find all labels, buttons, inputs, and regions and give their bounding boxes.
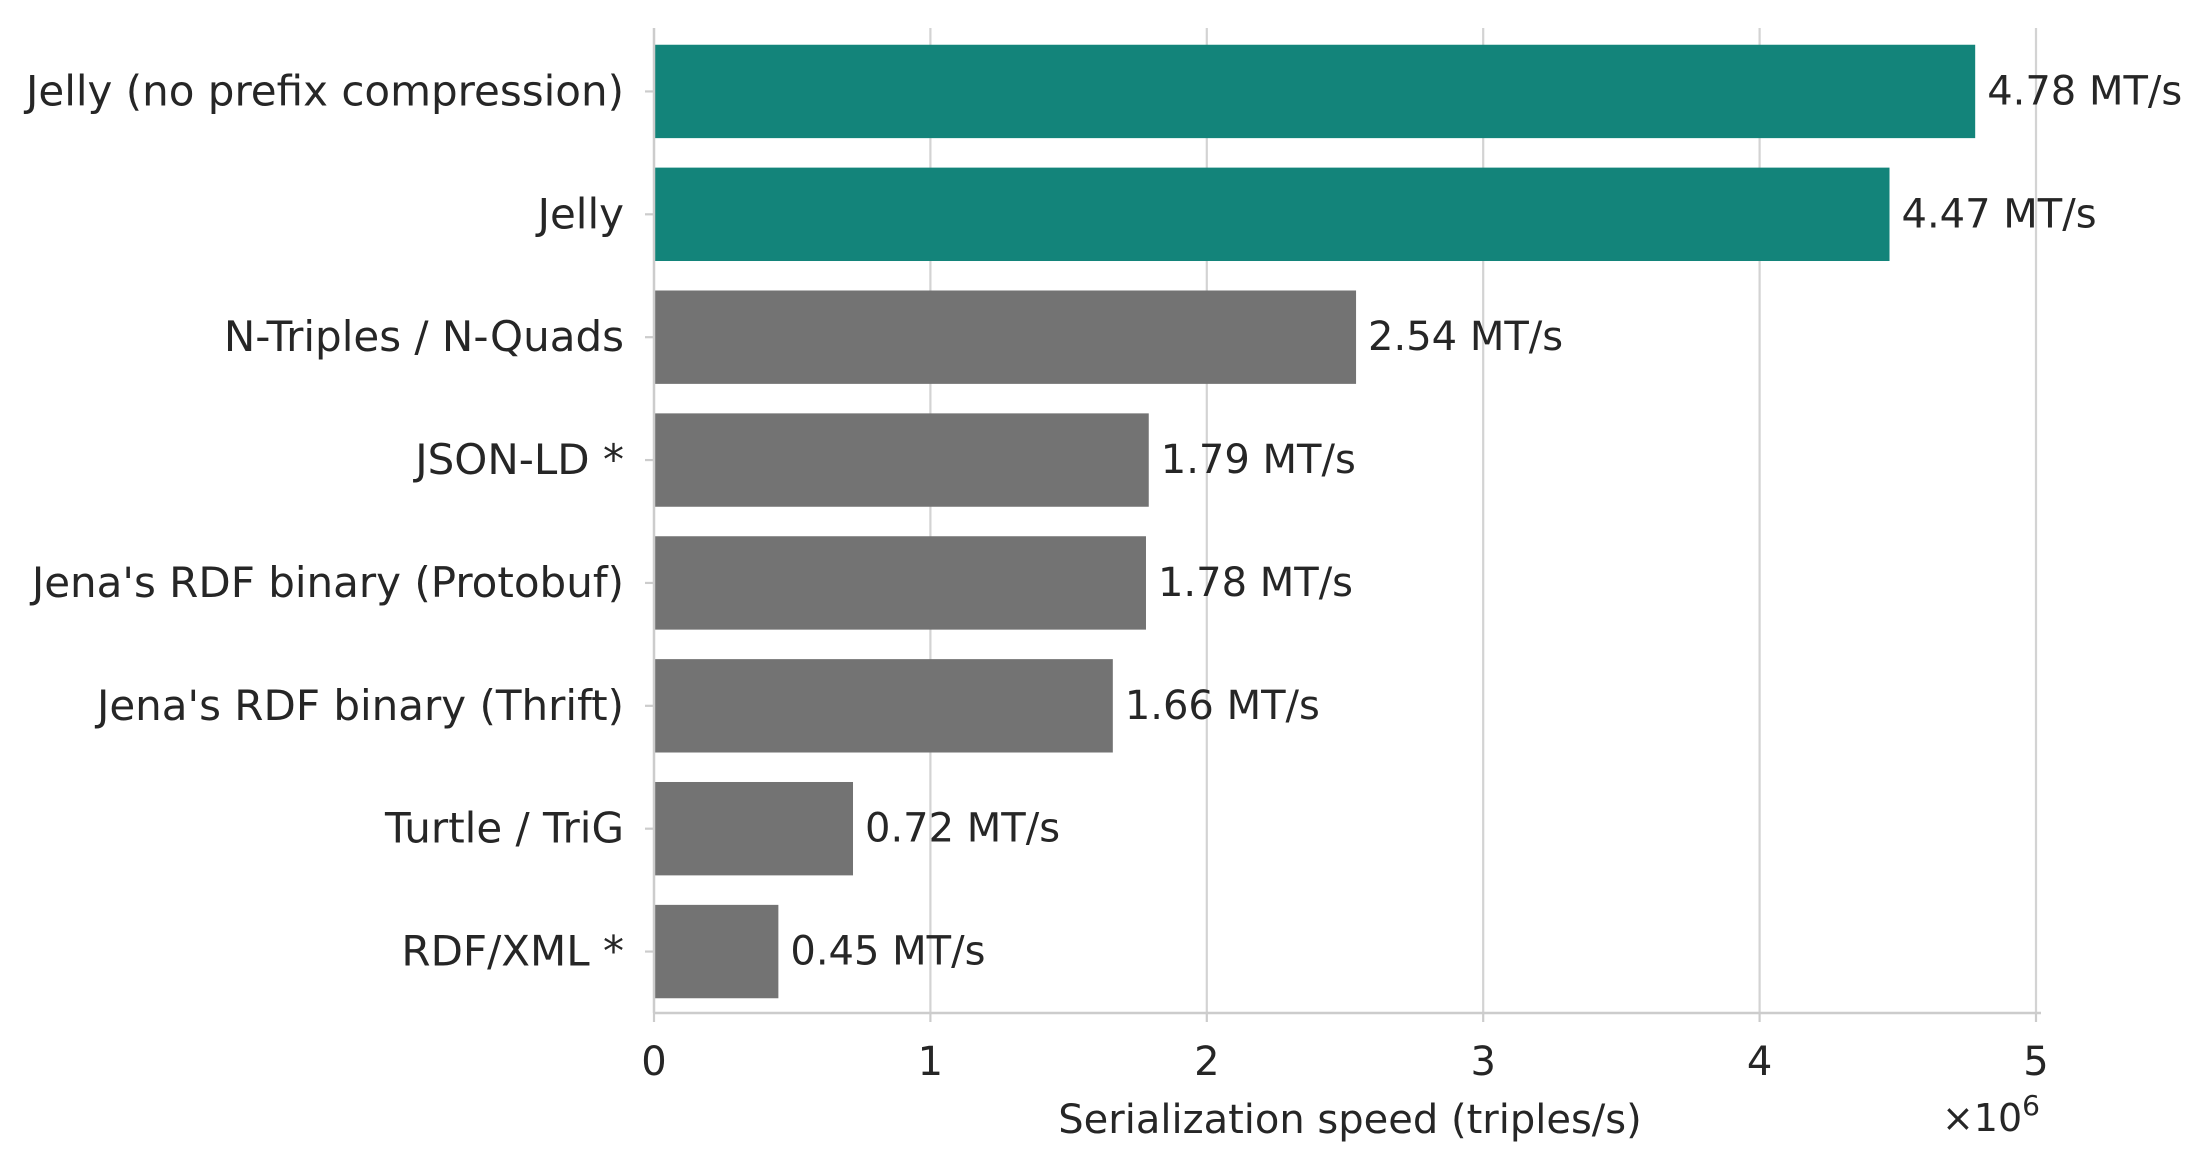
data-label: 0.72 MT/s bbox=[865, 806, 1060, 852]
category-label: N-Triples / N-Quads bbox=[224, 312, 624, 361]
x-tick-label: 5 bbox=[2023, 1039, 2048, 1085]
x-axis-label: Serialization speed (triples/s) bbox=[1058, 1097, 1641, 1143]
data-label: 1.79 MT/s bbox=[1161, 437, 1356, 483]
category-label: Jelly (no prefix compression) bbox=[23, 66, 624, 115]
data-label: 2.54 MT/s bbox=[1368, 314, 1563, 360]
bar bbox=[654, 904, 779, 999]
bar bbox=[654, 290, 1357, 384]
bars bbox=[654, 44, 1976, 999]
category-label: RDF/XML * bbox=[401, 927, 624, 976]
bar bbox=[654, 413, 1149, 507]
bar bbox=[654, 44, 1976, 139]
category-label: JSON-LD * bbox=[412, 435, 624, 484]
labels: 0 1 2 3 4 5 Jelly (no prefix compression) 4.78 … bbox=[23, 66, 2182, 1085]
x-tick-label: 3 bbox=[1470, 1039, 1495, 1085]
bar bbox=[654, 167, 1890, 262]
x-axis-scale-base: ×10 bbox=[1942, 1096, 2022, 1140]
bar bbox=[654, 536, 1146, 630]
data-label: 4.78 MT/s bbox=[1987, 68, 2182, 114]
bar bbox=[654, 781, 854, 876]
data-label: 1.78 MT/s bbox=[1158, 560, 1353, 606]
x-axis-scale-label: ×106 bbox=[1942, 1089, 2040, 1140]
x-axis-scale-exponent: 6 bbox=[2022, 1089, 2040, 1122]
data-label: 0.45 MT/s bbox=[790, 929, 985, 975]
category-label: Jena's RDF binary (Thrift) bbox=[94, 681, 624, 730]
x-tick-label: 1 bbox=[918, 1039, 943, 1085]
x-tick-label: 0 bbox=[641, 1039, 666, 1085]
category-label: Jelly bbox=[535, 189, 624, 238]
data-label: 1.66 MT/s bbox=[1125, 683, 1320, 729]
x-tick-label: 4 bbox=[1747, 1039, 1772, 1085]
axes bbox=[645, 28, 2041, 1022]
category-label: Turtle / TriG bbox=[384, 804, 624, 853]
x-tick-label: 2 bbox=[1194, 1039, 1219, 1085]
bar bbox=[654, 659, 1113, 753]
data-label: 4.47 MT/s bbox=[1902, 191, 2097, 237]
category-label: Jena's RDF binary (Protobuf) bbox=[29, 558, 624, 607]
